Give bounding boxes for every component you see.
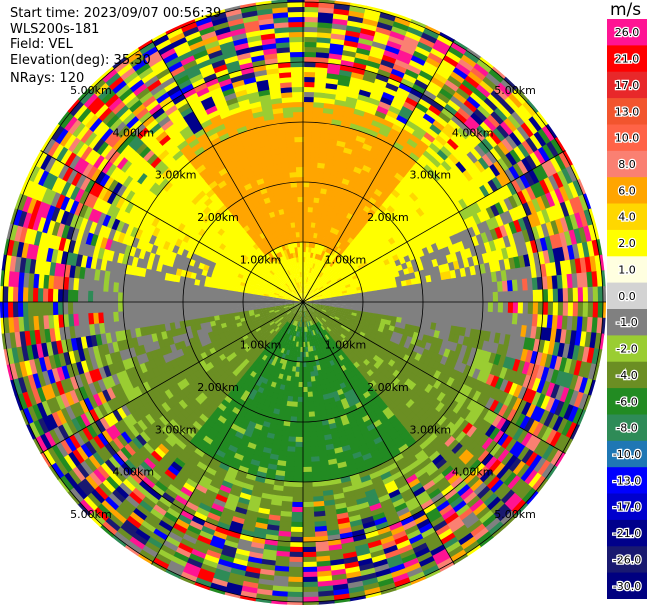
colorbar-tick-label: -4.0 <box>616 369 637 382</box>
colorbar-swatch <box>607 309 647 336</box>
colorbar-swatch <box>607 124 647 152</box>
colorbar-swatch <box>607 467 647 495</box>
colorbar-tick-label: 0.0 <box>618 290 636 303</box>
colorbar-swatch <box>607 414 647 442</box>
colorbar-swatch <box>607 282 647 310</box>
range-ring-label: 1.00km <box>240 254 282 267</box>
colorbar-swatch <box>607 203 647 231</box>
start-time-label: Start time: 2023/09/07 00:56:39 <box>10 6 222 21</box>
azimuth-spoke <box>151 39 304 303</box>
colorbar-swatch <box>607 519 647 547</box>
colorbar-swatch <box>607 335 647 363</box>
range-ring-label: 5.00km <box>70 84 112 97</box>
azimuth-spoke <box>40 301 304 454</box>
range-ring-label: 2.00km <box>197 381 239 394</box>
colorbar-tick-label: 1.0 <box>618 264 636 277</box>
range-ring-label: 5.00km <box>70 508 112 521</box>
colorbar-swatch <box>607 45 647 73</box>
colorbar-tick-label: -1.0 <box>616 316 637 329</box>
range-ring-label: 5.00km <box>494 84 536 97</box>
azimuth-spoke <box>302 301 455 565</box>
elevation-label: Elevation(deg): 35.30 <box>10 53 151 68</box>
colorbar-swatch <box>607 71 647 99</box>
colorbar-swatch <box>607 229 647 257</box>
colorbar-swatch <box>607 572 647 599</box>
field-label: Field: VEL <box>10 37 73 52</box>
colorbar-tick-label: -21.0 <box>613 527 641 540</box>
colorbar-swatch <box>607 150 647 178</box>
azimuth-spoke <box>302 39 455 303</box>
range-ring-label: 2.00km <box>367 211 409 224</box>
range-ring-label: 1.00km <box>325 254 367 267</box>
colorbar-tick-label: -13.0 <box>613 474 641 487</box>
range-ring-label: 2.00km <box>197 211 239 224</box>
colorbar: 26.0 21.0 17.0 13.0 10.0 8.0 6.0 4.0 2.0 1.0 0.0 -1… <box>607 19 647 599</box>
velocity-field <box>0 0 607 606</box>
colorbar-tick-label: 17.0 <box>615 79 640 92</box>
colorbar-swatch <box>607 493 647 521</box>
instrument-label: WLS200s-181 <box>10 22 100 37</box>
range-ring-label: 4.00km <box>113 126 155 139</box>
range-ring-label: 4.00km <box>113 466 155 479</box>
range-ring-label: 4.00km <box>452 126 494 139</box>
colorbar-swatch <box>607 177 647 205</box>
colorbar-tick-label: 10.0 <box>615 132 640 145</box>
colorbar-swatch <box>607 546 647 574</box>
colorbar-tick-label: 2.0 <box>618 237 636 250</box>
range-ring-label: 2.00km <box>367 381 409 394</box>
range-ring-labels: 1.00km 1.00km 1.00km 1.00km 2.00km 2.00km 2.00… <box>70 84 536 521</box>
azimuth-spoke <box>40 150 304 303</box>
range-ring-label: 1.00km <box>240 338 282 351</box>
colorbar-tick-label: -8.0 <box>616 422 637 435</box>
range-ring-label: 4.00km <box>452 466 494 479</box>
azimuth-spoke <box>302 301 566 454</box>
colorbar-tick-label: 26.0 <box>615 26 640 39</box>
colorbar-swatch <box>607 19 647 46</box>
colorbar-tick-label: -26.0 <box>613 554 641 567</box>
range-ring-label: 3.00km <box>410 423 452 436</box>
colorbar-swatch <box>607 440 647 468</box>
colorbar-tick-label: -6.0 <box>616 395 637 408</box>
colorbar-tick-label: 6.0 <box>618 184 636 197</box>
colorbar-swatch <box>607 388 647 415</box>
range-ring-label: 3.00km <box>155 423 197 436</box>
colorbar-tick-label: -10.0 <box>613 448 641 461</box>
colorbar-tick-label: 21.0 <box>615 53 640 66</box>
colorbar-tick-label: -30.0 <box>613 580 641 593</box>
range-ring-label: 1.00km <box>325 338 367 351</box>
colorbar-tick-label: -2.0 <box>616 343 637 356</box>
colorbar-swatch <box>607 98 647 125</box>
range-ring-label: 5.00km <box>494 508 536 521</box>
azimuth-spoke <box>151 301 304 565</box>
colorbar-tick-label: 13.0 <box>615 105 640 118</box>
azimuth-spoke <box>302 150 566 303</box>
nrays-label: NRays: 120 <box>10 71 85 86</box>
range-ring-label: 3.00km <box>155 169 197 182</box>
colorbar-tick-label: 8.0 <box>618 158 636 171</box>
colorbar-tick-label: 4.0 <box>618 211 636 224</box>
colorbar-tick-label: -17.0 <box>613 501 641 514</box>
range-ring-label: 3.00km <box>410 169 452 182</box>
colorbar-swatch <box>607 256 647 284</box>
colorbar-swatch <box>607 361 647 389</box>
colorbar-units: m/s <box>610 0 642 20</box>
azimuth-spokes <box>0 0 606 605</box>
